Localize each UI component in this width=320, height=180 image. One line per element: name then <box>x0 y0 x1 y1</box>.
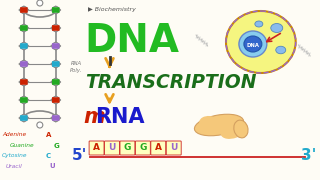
Polygon shape <box>19 60 29 68</box>
Text: 5': 5' <box>72 147 87 163</box>
Circle shape <box>20 24 28 31</box>
Text: U: U <box>50 163 55 170</box>
Circle shape <box>52 24 59 31</box>
Text: ▶ Biochemistry: ▶ Biochemistry <box>88 7 135 12</box>
Circle shape <box>52 96 59 103</box>
Circle shape <box>20 42 28 50</box>
Text: 3': 3' <box>301 147 316 163</box>
FancyBboxPatch shape <box>52 43 60 49</box>
Text: Cytosine: Cytosine <box>2 154 28 159</box>
Text: A: A <box>155 143 162 152</box>
FancyBboxPatch shape <box>105 141 119 155</box>
Ellipse shape <box>239 31 267 57</box>
Text: DNA: DNA <box>246 42 260 48</box>
Text: Adenine: Adenine <box>2 132 26 138</box>
Circle shape <box>37 0 43 6</box>
Polygon shape <box>51 78 61 86</box>
Ellipse shape <box>199 116 219 130</box>
Circle shape <box>20 78 28 86</box>
Text: A: A <box>93 143 100 152</box>
FancyBboxPatch shape <box>52 7 60 13</box>
FancyBboxPatch shape <box>20 79 28 85</box>
Text: G: G <box>54 143 60 148</box>
Circle shape <box>37 122 43 128</box>
Text: A: A <box>46 132 51 138</box>
Text: DNA: DNA <box>84 22 180 60</box>
Text: RNA
Poly.: RNA Poly. <box>69 61 82 73</box>
Polygon shape <box>19 96 29 104</box>
Ellipse shape <box>226 11 296 73</box>
Polygon shape <box>51 6 61 14</box>
Circle shape <box>52 6 59 14</box>
FancyBboxPatch shape <box>166 141 181 155</box>
Text: U: U <box>108 143 116 152</box>
FancyBboxPatch shape <box>20 7 28 13</box>
Text: Guanine: Guanine <box>10 143 35 148</box>
Text: G: G <box>139 143 147 152</box>
Ellipse shape <box>234 120 248 138</box>
FancyBboxPatch shape <box>20 115 28 121</box>
Polygon shape <box>51 60 61 68</box>
Ellipse shape <box>220 121 247 139</box>
FancyBboxPatch shape <box>151 141 166 155</box>
FancyBboxPatch shape <box>52 115 60 121</box>
Ellipse shape <box>195 114 244 136</box>
Circle shape <box>20 6 28 14</box>
FancyBboxPatch shape <box>52 25 60 31</box>
FancyBboxPatch shape <box>52 97 60 103</box>
FancyBboxPatch shape <box>20 97 28 103</box>
Circle shape <box>20 60 28 68</box>
Polygon shape <box>51 96 61 104</box>
Circle shape <box>20 114 28 122</box>
FancyBboxPatch shape <box>52 61 60 67</box>
Polygon shape <box>19 6 29 14</box>
Circle shape <box>52 78 59 86</box>
Circle shape <box>52 114 59 122</box>
Polygon shape <box>51 42 61 50</box>
Text: RNA: RNA <box>96 107 145 127</box>
FancyBboxPatch shape <box>135 141 150 155</box>
FancyBboxPatch shape <box>20 61 28 67</box>
FancyBboxPatch shape <box>120 141 135 155</box>
Circle shape <box>52 60 59 68</box>
Ellipse shape <box>271 24 283 33</box>
Ellipse shape <box>255 21 263 27</box>
Polygon shape <box>51 114 61 122</box>
Text: m: m <box>84 107 105 127</box>
FancyBboxPatch shape <box>89 141 104 155</box>
Text: TRANSCRIPTION: TRANSCRIPTION <box>84 73 256 92</box>
Circle shape <box>52 42 59 50</box>
Text: U: U <box>170 143 177 152</box>
Polygon shape <box>19 78 29 86</box>
Ellipse shape <box>244 36 262 52</box>
FancyBboxPatch shape <box>20 25 28 31</box>
Ellipse shape <box>276 46 286 54</box>
Polygon shape <box>19 114 29 122</box>
Text: C: C <box>46 153 51 159</box>
Text: Uracil: Uracil <box>6 164 23 169</box>
FancyBboxPatch shape <box>52 79 60 85</box>
FancyBboxPatch shape <box>20 43 28 49</box>
Polygon shape <box>19 24 29 32</box>
Text: G: G <box>124 143 131 152</box>
Polygon shape <box>19 42 29 50</box>
Circle shape <box>20 96 28 103</box>
Polygon shape <box>51 24 61 32</box>
